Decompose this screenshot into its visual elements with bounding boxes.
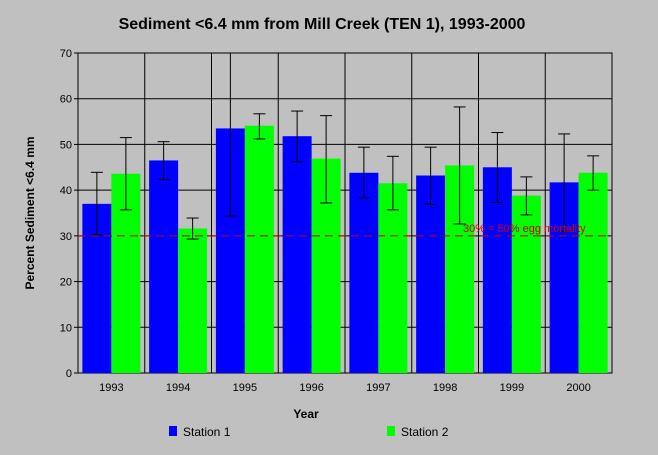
y-tick-label: 40 [60,185,72,197]
legend: Station 1 Station 2 [169,425,449,439]
reference-line-label: 30% = 50% egg mortality [463,223,586,235]
reference-line: 30% = 50% egg mortality [78,223,612,237]
x-tick-label: 1993 [99,382,123,394]
x-tick-label: 1997 [366,382,390,394]
x-tick-label: 1996 [299,382,323,394]
y-axis-label: Percent Sediment <6.4 mm [23,136,37,289]
bar [511,195,541,373]
x-tick-label: 1995 [233,382,257,394]
y-tick-label: 0 [66,368,72,380]
bar [178,228,208,373]
bar [416,175,446,373]
y-tick-label: 70 [60,48,72,60]
x-tick-label: 1994 [166,382,190,394]
error-bars [90,53,600,240]
x-tick-label: 1998 [433,382,457,394]
y-tick-label: 50 [60,139,72,151]
axis-ticks: 0 10 20 30 40 50 60 70 1993 1994 1995 1996 1997 1998 1… [60,48,591,394]
bar [349,172,379,373]
bar [282,136,312,373]
y-tick-label: 60 [60,94,72,106]
y-tick-label: 20 [60,277,72,289]
y-tick-label: 10 [60,322,72,334]
bar [149,160,179,373]
x-tick-label: 2000 [566,382,590,394]
bar [378,183,408,373]
legend-swatch [169,426,177,436]
bar [578,172,608,373]
x-tick-label: 1999 [500,382,524,394]
legend-label: Station 2 [401,425,449,439]
bar [244,125,274,373]
legend-label: Station 1 [183,425,231,439]
y-tick-label: 30 [60,231,72,243]
legend-swatch [387,426,395,436]
chart-title: Sediment <6.4 mm from Mill Creek (TEN 1)… [119,16,526,33]
x-axis-label: Year [293,407,319,421]
